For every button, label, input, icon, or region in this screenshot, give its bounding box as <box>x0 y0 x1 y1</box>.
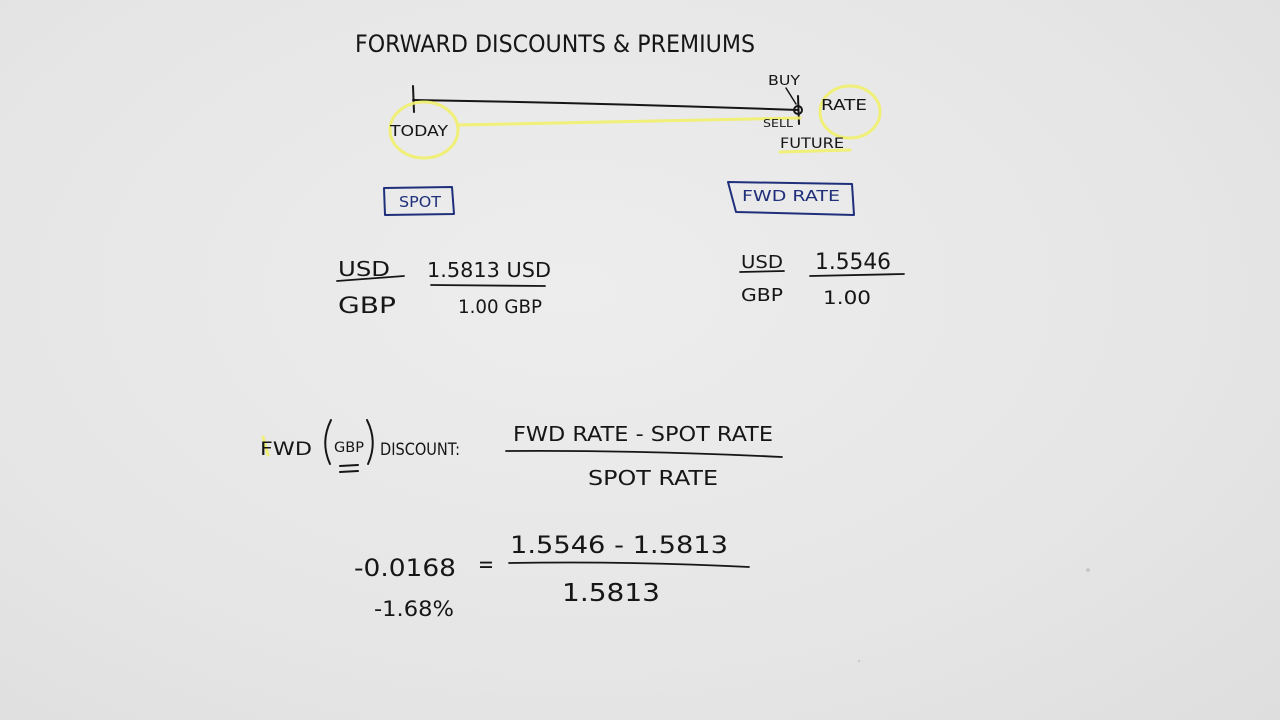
formula-fraction-line <box>505 449 783 458</box>
spot-numerator-value: 1.5813 USD <box>427 258 551 282</box>
timeline-end-tick <box>797 95 800 125</box>
sell-label: SELL <box>763 117 794 130</box>
formula-fwd-label: FWD <box>260 438 312 460</box>
highlight-connector <box>456 116 802 127</box>
spot-box-outline <box>383 186 455 216</box>
fwd-numerator-currency: USD <box>741 252 783 273</box>
fwd-rate-box-outline <box>727 181 855 216</box>
buy-label: BUY <box>768 74 800 89</box>
board-speck <box>1086 568 1090 572</box>
formula-currency-label: GBP <box>334 440 364 456</box>
spot-box-label: SPOT <box>399 193 442 211</box>
fwd-denominator-value: 1.00 <box>823 287 871 309</box>
formula-right-paren <box>366 419 374 465</box>
fwd-quote: USD GBP 1.5546 1.00 <box>739 250 905 309</box>
spot-denominator-value: 1.00 GBP <box>458 296 542 318</box>
formula-denominator: SPOT RATE <box>588 466 718 490</box>
fwd-highlight-mark <box>261 435 270 457</box>
calc-result: -0.0168 <box>354 554 456 582</box>
buy-arrow <box>785 87 797 105</box>
spot-value-fraction-line <box>430 284 546 287</box>
spot-box: SPOT <box>383 186 455 216</box>
discount-formula: FWD GBP DISCOUNT: FWD RATE - SPOT RATE S… <box>260 419 783 490</box>
future-underline-highlight <box>778 148 852 154</box>
spot-currency-fraction-line <box>336 275 405 282</box>
fwd-currency-fraction-line <box>739 270 785 273</box>
calc-fraction-line <box>508 561 750 568</box>
fwd-rate-box: FWD RATE <box>727 181 855 216</box>
calc-denominator: 1.5813 <box>562 578 660 607</box>
calc-equals-sign: = <box>478 553 494 578</box>
calc-result-percent: -1.68% <box>374 597 454 621</box>
timeline-line <box>412 99 799 111</box>
fwd-denominator-currency: GBP <box>741 285 783 306</box>
formula-double-underline <box>339 464 359 473</box>
spot-denominator-currency: GBP <box>338 294 396 319</box>
fwd-numerator-value: 1.5546 <box>815 250 891 275</box>
formula-numerator: FWD RATE - SPOT RATE <box>513 422 773 446</box>
calc-numerator: 1.5546 - 1.5813 <box>510 531 728 559</box>
future-label: FUTURE <box>780 136 844 152</box>
formula-left-paren <box>324 419 332 465</box>
page-title: FORWARD DISCOUNTS & PREMIUMS <box>355 30 755 58</box>
board-speck <box>858 660 860 662</box>
fwd-rate-box-label: FWD RATE <box>742 187 840 205</box>
timeline: TODAY BUY SELL RATE FUTURE <box>388 74 882 160</box>
formula-discount-label: DISCOUNT: <box>380 440 460 460</box>
rate-highlight-circle <box>818 84 882 140</box>
today-highlight-circle <box>388 100 460 160</box>
spot-quote: USD GBP 1.5813 USD 1.00 GBP <box>336 257 551 319</box>
rate-label: RATE <box>821 96 867 114</box>
timeline-start-tick <box>412 85 415 113</box>
today-label: TODAY <box>389 122 449 140</box>
discount-calculation: -0.0168 -1.68% = 1.5546 - 1.5813 1.5813 <box>354 531 750 621</box>
fwd-value-fraction-line <box>809 273 905 277</box>
timeline-end-marker <box>793 105 803 115</box>
